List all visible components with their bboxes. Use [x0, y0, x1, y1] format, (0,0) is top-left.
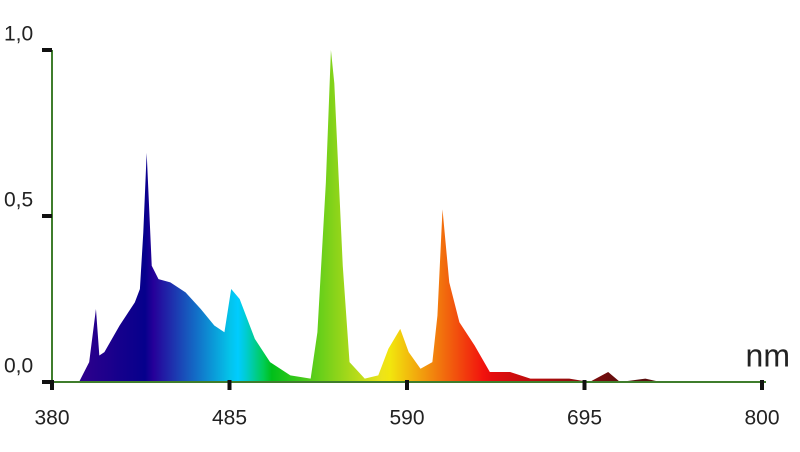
spectrum-area [79, 50, 761, 382]
y-tick-label: 1,0 [4, 23, 33, 46]
y-tick-label: 0,0 [4, 355, 33, 378]
x-tick-label: 590 [389, 407, 424, 430]
x-tick-label: 800 [744, 407, 779, 430]
x-tick-label: 485 [212, 407, 247, 430]
y-tick-label: 0,5 [4, 189, 33, 212]
x-axis-label: nm [746, 337, 790, 373]
x-tick-label: 380 [34, 407, 69, 430]
x-tick-label: 695 [567, 407, 602, 430]
